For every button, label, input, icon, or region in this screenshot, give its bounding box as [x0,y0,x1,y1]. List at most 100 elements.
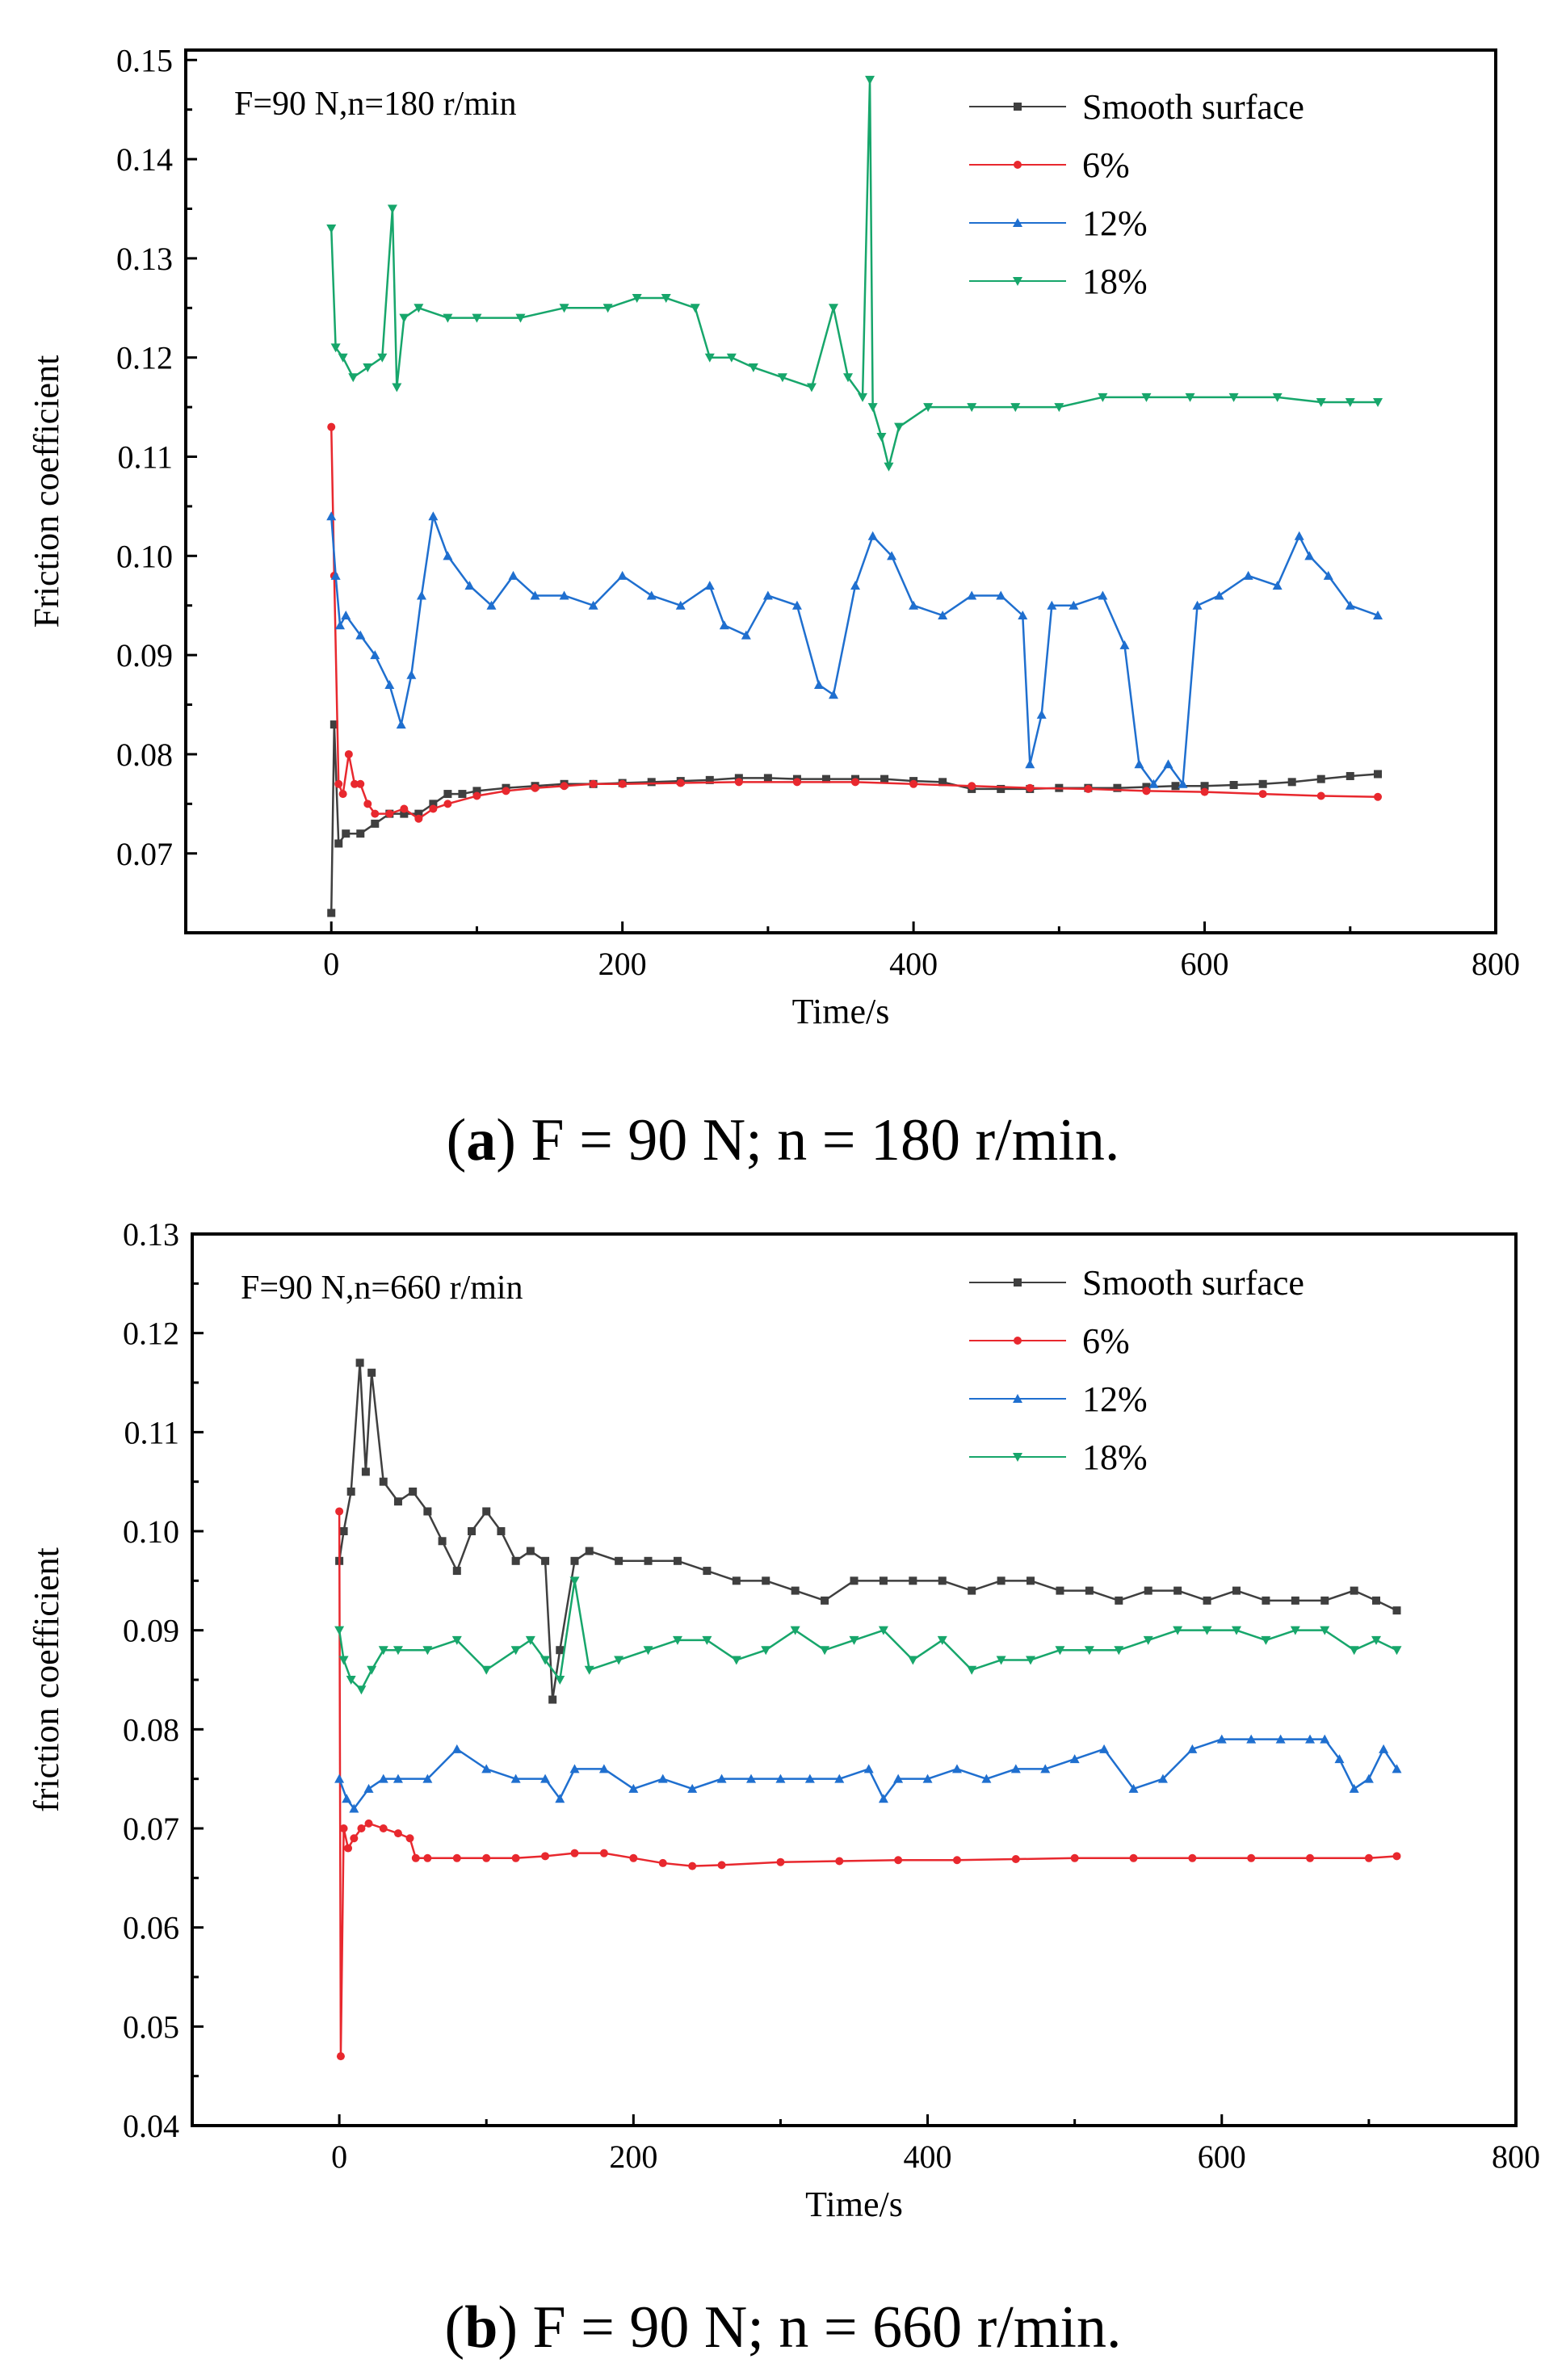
chart-a-data-point [356,779,365,788]
chart-b-data-point [937,1635,947,1645]
chart-a-data-point [344,749,353,758]
chart-b-data-point [1275,1734,1286,1744]
chart-b-data-point [339,1527,348,1535]
chart-a-data-point [335,620,346,630]
chart-a-data-point [472,791,481,800]
chart-a-data-point [705,775,714,784]
chart-a-data-point [400,804,409,813]
chart-a-data-point [741,630,751,640]
chart-a-data-point [632,294,642,304]
chart-a-data-point [330,720,338,729]
chart-b-data-point [1363,1773,1374,1783]
chart-a-data-point [414,814,423,823]
chart-b-x-tick-label: 800 [1492,2139,1540,2175]
caption-b: (b) F = 90 N; n = 660 r/min. [444,2294,1122,2361]
chart-a-data-point [647,778,656,787]
chart-a-data-point [400,809,409,818]
chart-b-x-tick-label: 0 [331,2139,347,2175]
chart-b-data-point [1187,1744,1198,1753]
chart-b-data-point [1364,1853,1373,1862]
chart-b-data-point [585,1547,594,1555]
chart-b-data-point [1334,1754,1345,1764]
chart-a-data-point [821,774,830,783]
chart-b-data-point [657,1773,668,1783]
chart-a-y-tick-label: 0.14 [116,141,173,178]
chart-a-data-point [1200,787,1209,796]
chart-a-data-point [589,779,598,788]
chart-b-data-point [482,1853,491,1862]
chart-b-data-point [850,1576,859,1585]
chart-b-data-point [717,1861,726,1870]
chart-b-series-line [338,1738,1398,1810]
chart-b-data-point [363,1783,374,1793]
chart-a-data-point [377,353,388,363]
chart-a-data-point [399,313,409,323]
chart-a-data-point [1316,397,1326,407]
chart-b-data-point [1261,1635,1271,1645]
chart-a-data-point [406,670,417,679]
chart-a-data-point [675,600,686,610]
chart-a-data-point [1229,781,1238,790]
chart-b-data-point [1011,1855,1020,1864]
chart-a-y-tick-label: 0.08 [116,737,173,773]
chart-a-data-point [791,600,802,610]
chart-a-data-point [719,620,729,630]
chart-a-data-point [690,304,700,313]
chart-a-data-point [464,581,475,590]
chart-a-data-point [443,800,452,808]
chart-b-data-point [334,1773,345,1783]
chart-b-data-point [540,1656,551,1665]
chart-a-data-point [443,551,453,560]
chart-b-data-point [481,1665,492,1675]
chart-a-data-point [1243,570,1253,580]
chart-b-data-point [525,1635,535,1645]
chart-a-y-tick-label: 0.15 [116,42,173,78]
chart-a-y-tick-label: 0.11 [117,439,173,476]
chart-a-data-point [748,363,758,372]
chart-b-data-point [863,1764,874,1773]
chart-b-x-tick-label: 400 [904,2139,952,2175]
chart-a-data-point [502,787,510,795]
chart-b-data-point [909,1576,917,1585]
chart-b-data-point [820,1646,830,1656]
chart-b-data-point [335,1507,344,1516]
chart-b-series-3 [334,1576,1402,1695]
chart-a-data-point [1098,590,1108,600]
chart-a-x-tick-label: 0 [323,946,339,982]
chart-b-data-point [422,1773,433,1783]
chart-a-data-point [806,383,817,392]
chart-a-data-point [530,590,540,600]
chart-b-data-point [1070,1853,1079,1862]
chart-b-data-point [569,1764,580,1773]
chart-a-plot-frame [184,48,1497,934]
chart-a-data-point [1192,600,1203,610]
chart-b-data-point [355,1358,364,1367]
chart-a-data-point [356,829,365,838]
chart-a-legend-marker [1014,161,1022,169]
chart-panel-b: 0.04 0.05 0.06 0.07 0.08 0.09 0.10 0.11 0.12 0.13… [27,1216,1540,2224]
chart-a-data-point [646,590,657,600]
chart-b-data-point [357,1824,366,1832]
chart-a-data-point [828,690,838,699]
chart-a-data-point [1345,600,1355,610]
chart-a-legend-marker [1013,277,1022,286]
chart-a-legend-label: 6% [1082,145,1130,185]
chart-b-data-point [1392,1852,1401,1861]
chart-b-data-point [1114,1646,1124,1656]
chart-a-data-point [997,784,1006,793]
chart-b-legend-marker [1014,1278,1022,1287]
chart-b-data-point [1115,1596,1123,1605]
chart-a-data-point [1228,392,1239,402]
chart-a-data-point [813,679,824,689]
chart-b-data-point [1010,1764,1021,1773]
chart-a-data-point [1345,397,1355,407]
chart-a-data-point [704,581,715,590]
chart-b-data-point [1246,1734,1257,1744]
chart-a-data-point [1010,403,1021,413]
chart-b-data-point [1069,1754,1080,1764]
chart-b-data-point [451,1635,462,1645]
chart-a-data-point [704,353,715,363]
chart-a-data-point [326,225,337,234]
chart-b-y-tick-label: 0.09 [123,1613,179,1649]
chart-b-y-axis-label: friction coefficient [27,1547,66,1812]
